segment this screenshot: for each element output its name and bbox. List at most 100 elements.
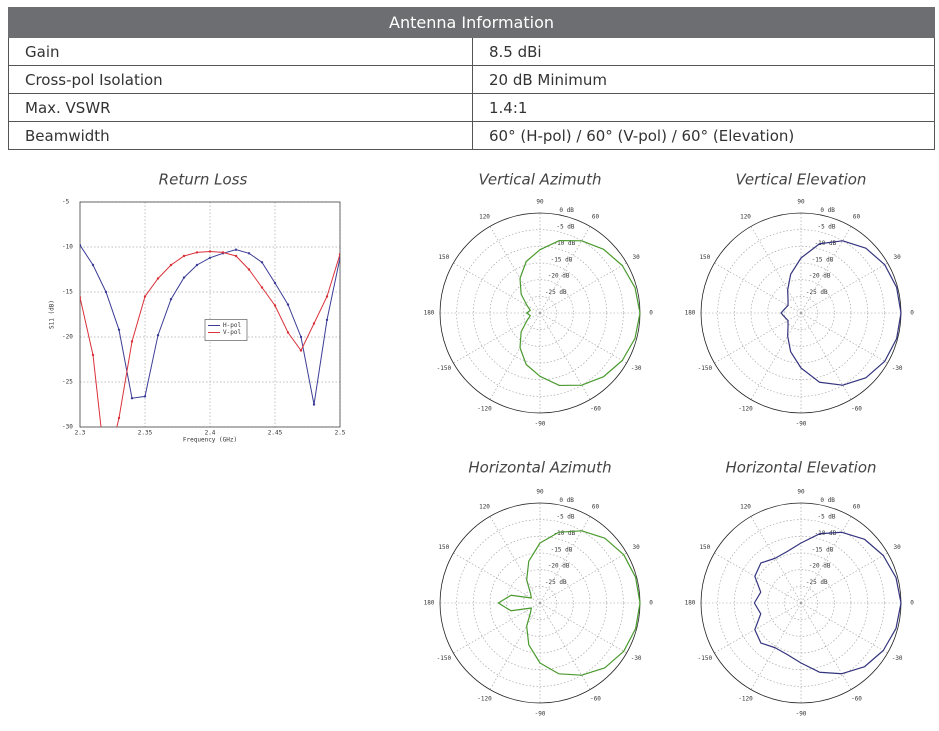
y-tick-label: -20 (62, 334, 73, 341)
data-point (247, 268, 251, 271)
data-point (169, 263, 173, 267)
data-point (80, 244, 82, 247)
cell: Beamwidth (8, 121, 473, 150)
r-tick-label: -5 dB (817, 513, 835, 520)
data-point (169, 298, 173, 301)
y-tick-label: -5 (62, 199, 70, 206)
y-tick-label: -30 (62, 424, 73, 431)
theta-tick-label: -90 (535, 421, 546, 428)
data-point (299, 335, 303, 339)
theta-tick-label: 0 (910, 600, 914, 607)
grid-spoke (800, 602, 888, 654)
theta-tick-label: -90 (796, 421, 807, 428)
theta-tick-label: -120 (477, 696, 492, 703)
data-point (247, 252, 251, 255)
r-tick-label: -5 dB (817, 223, 835, 230)
data-point (182, 254, 186, 258)
theta-tick-label: 60 (853, 213, 861, 220)
data-point (260, 261, 264, 264)
r-tick-label: -15 dB (812, 256, 834, 263)
data-point (91, 263, 95, 267)
theta-tick-label: 0 (910, 310, 914, 317)
r-tick-label: -10 dB (554, 530, 576, 537)
theta-tick-label: -90 (535, 711, 546, 718)
grid-spoke (750, 602, 802, 690)
cell: 60° (H-pol) / 60° (V-pol) / 60° (Elevati… (472, 121, 935, 150)
data-point (221, 251, 225, 254)
theta-tick-label: 150 (438, 544, 449, 551)
r-tick-label: -20 dB (548, 273, 570, 280)
data-point (260, 286, 264, 289)
grid-spoke (539, 226, 591, 314)
grid-spoke (453, 552, 541, 604)
r-tick-label: -5 dB (556, 513, 574, 520)
data-point (338, 253, 340, 256)
theta-tick-label: 150 (699, 544, 710, 551)
r-tick-label: 0 dB (820, 497, 835, 504)
data-point (105, 471, 107, 473)
grid-spoke (453, 262, 541, 314)
data-point (195, 251, 199, 254)
x-tick-label: 2.3 (75, 430, 86, 437)
plot-lines (80, 244, 340, 473)
legend-label: H-pol (223, 322, 241, 329)
grid-ring (767, 569, 835, 637)
r-tick-label: -15 dB (551, 256, 573, 263)
data-point (143, 295, 147, 298)
grid-spoke (453, 602, 541, 654)
theta-tick-label: -30 (631, 365, 642, 372)
table-title: Antenna Information (8, 7, 935, 38)
data-point (91, 353, 95, 357)
data-point (312, 322, 316, 325)
x-tick-label: 2.5 (335, 430, 346, 437)
r-tick-label: -25 dB (806, 579, 828, 586)
cell: 8.5 dBi (472, 37, 935, 66)
data-point (312, 403, 316, 406)
grid-spoke (489, 226, 541, 314)
y-tick-label: -15 (62, 289, 73, 296)
grid-spoke (800, 602, 852, 690)
chart-title: Horizontal Elevation (725, 459, 876, 477)
grid-spoke (750, 312, 802, 400)
theta-tick-label: 60 (592, 503, 600, 510)
data-point (208, 250, 212, 253)
grid-spoke (539, 312, 591, 400)
r-tick-label: 0 dB (559, 497, 574, 504)
x-axis-label: Frequency (GHz) (183, 437, 237, 444)
theta-tick-label: 120 (740, 213, 751, 220)
r-tick-label: -20 dB (809, 563, 831, 570)
r-tick-label: 0 dB (559, 207, 574, 214)
theta-tick-label: 180 (424, 600, 435, 607)
grid-spoke (714, 312, 802, 364)
grid-spoke (800, 226, 852, 314)
legend-label: V-pol (223, 329, 241, 336)
y-tick-label: -25 (62, 379, 73, 386)
theta-tick-label: 120 (479, 213, 490, 220)
grid-spoke (750, 226, 802, 314)
theta-tick-label: 90 (536, 199, 544, 206)
theta-tick-label: 60 (853, 503, 861, 510)
data-point (299, 349, 303, 352)
x-tick-label: 2.4 (205, 430, 216, 437)
theta-tick-label: 30 (894, 544, 902, 551)
theta-tick-label: 180 (685, 600, 696, 607)
grid-ring (456, 519, 624, 687)
grid-spoke (539, 602, 627, 654)
theta-tick-label: -150 (437, 365, 452, 372)
antenna-table: Antenna Information Gain 8.5 dBi Cross-po… (8, 7, 935, 150)
theta-tick-label: -150 (698, 655, 713, 662)
grid-ring (506, 569, 574, 637)
r-tick-label: -15 dB (551, 546, 573, 553)
cell: 1.4:1 (472, 93, 935, 122)
theta-tick-label: -120 (477, 406, 492, 413)
grid-ring (784, 296, 818, 330)
pattern-line (780, 240, 902, 386)
grid-ring (767, 279, 835, 347)
grid-spoke (800, 312, 852, 400)
grid-spoke (489, 602, 541, 690)
grid-spoke (800, 312, 888, 364)
grid-spoke (750, 516, 802, 604)
r-tick-label: -5 dB (556, 223, 574, 230)
grid-ring (717, 519, 885, 687)
